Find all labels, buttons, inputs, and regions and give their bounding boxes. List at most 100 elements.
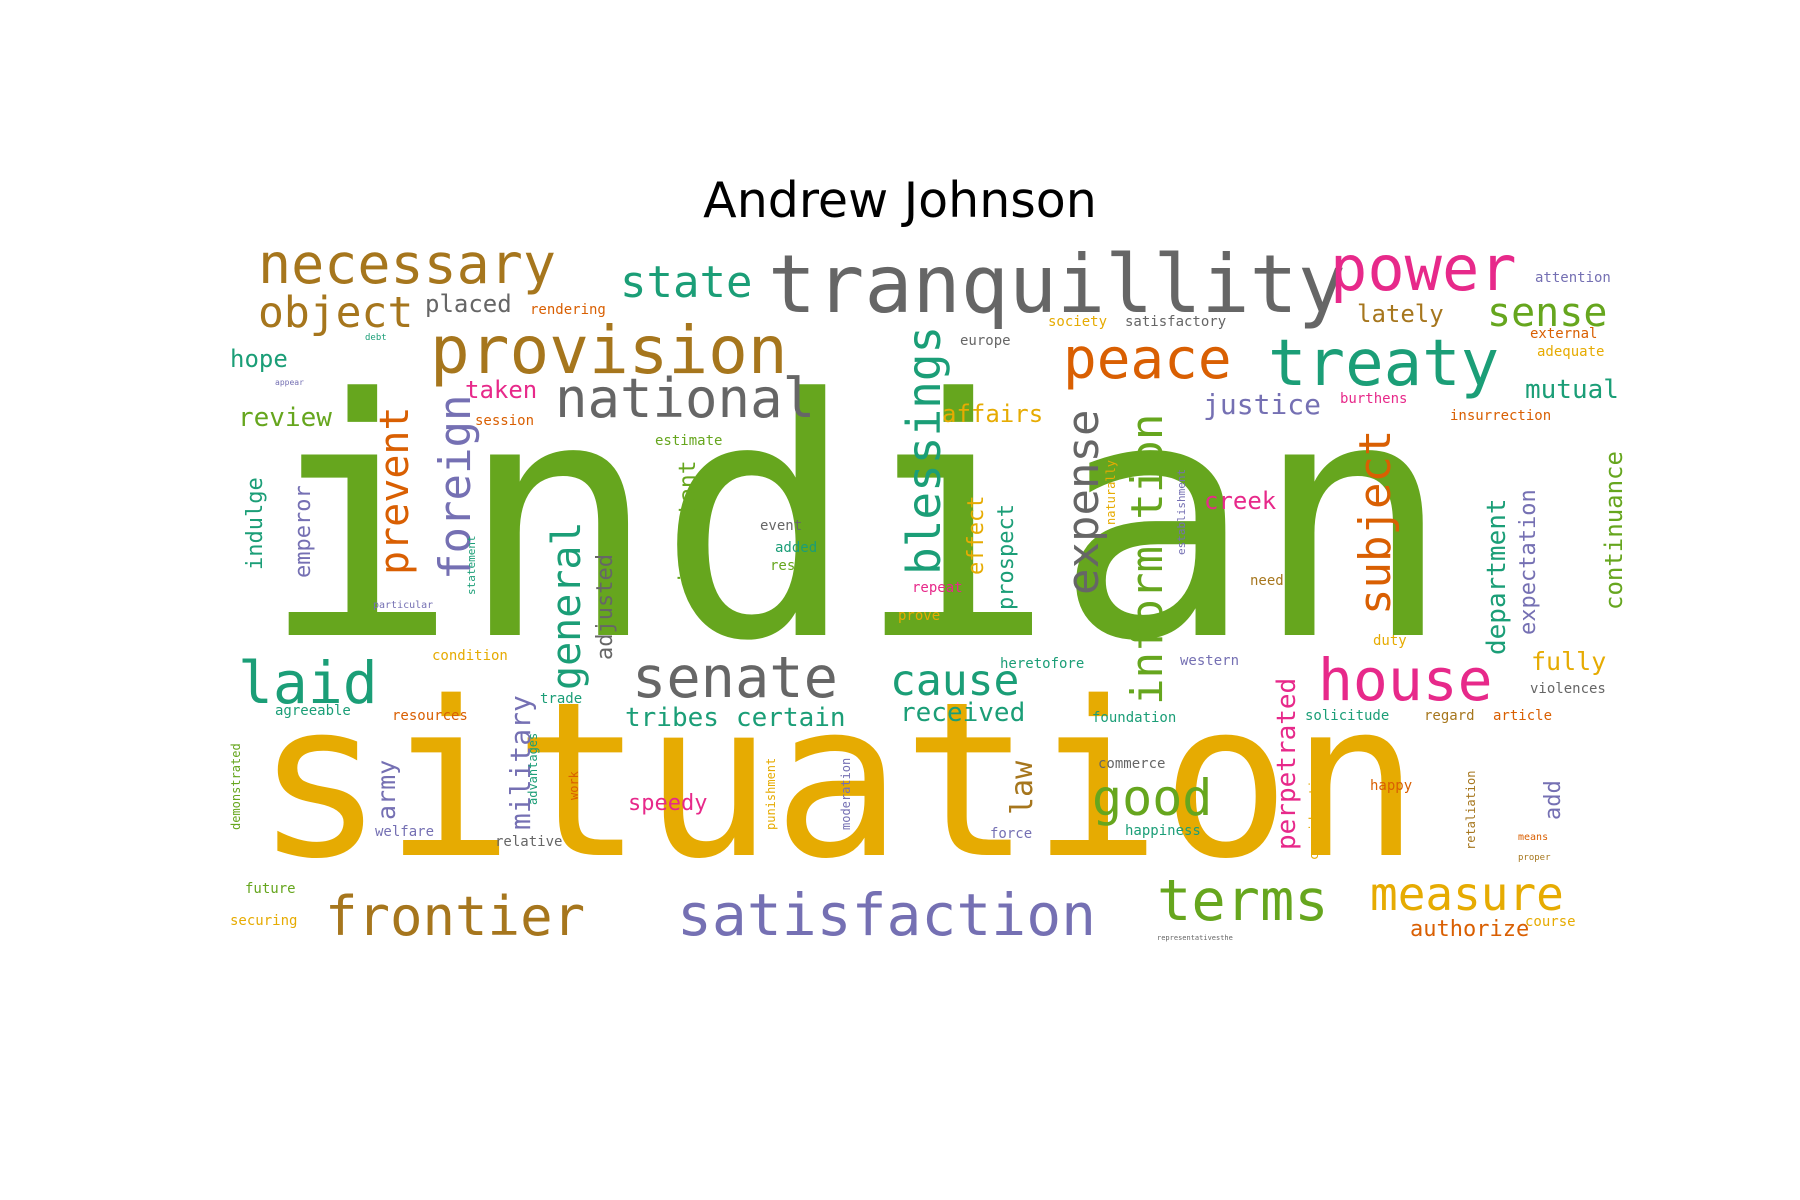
word-important: important — [675, 460, 701, 585]
word-expense: expense — [1058, 410, 1109, 595]
word-session: session — [475, 413, 534, 429]
word-treaty: treaty — [1268, 327, 1499, 401]
figure-title: Andrew Johnson — [703, 172, 1097, 229]
word-violences: violences — [1530, 681, 1606, 697]
word-work: work — [567, 770, 581, 800]
word-lately: lately — [1357, 300, 1444, 328]
word-satisfaction: satisfaction — [677, 881, 1096, 949]
word-duty: duty — [1373, 633, 1407, 649]
word-good: good — [1092, 769, 1212, 827]
word-military: military — [504, 695, 537, 830]
word-speedy: speedy — [628, 791, 707, 816]
word-representativesthe: representativesthe — [1157, 934, 1233, 942]
word-subject: subject — [1350, 430, 1401, 615]
word-added: added — [775, 540, 817, 556]
word-necessary: necessary — [258, 232, 556, 296]
word-prospect: prospect — [994, 504, 1019, 610]
word-creek: creek — [1204, 487, 1277, 515]
word-taken: taken — [465, 376, 537, 404]
word-tribes: tribes — [625, 703, 719, 733]
word-need: need — [1250, 573, 1284, 589]
word-welfare: welfare — [375, 824, 434, 840]
word-adequate: adequate — [1537, 344, 1604, 360]
word-cause: cause — [890, 656, 1019, 706]
word-national: national — [555, 367, 815, 430]
word-punishment: punishment — [764, 758, 778, 830]
word-statement: statement — [465, 535, 478, 595]
word-provision: provision — [430, 312, 788, 389]
word-proper: proper — [1518, 853, 1551, 863]
word-terms: terms — [1157, 868, 1329, 934]
word-attention: attention — [1535, 270, 1611, 286]
word-society: society — [1048, 314, 1107, 330]
word-laid: laid — [238, 649, 378, 717]
word-event: event — [760, 518, 802, 534]
word-frontier: frontier — [325, 885, 585, 948]
word-placed: placed — [425, 290, 512, 318]
word-means: means — [1518, 832, 1548, 843]
word-trade: trade — [540, 691, 582, 707]
word-army: army — [372, 760, 401, 820]
word-heretofore: heretofore — [1000, 656, 1084, 672]
word-indulge: indulge — [243, 477, 268, 570]
word-future: future — [245, 881, 296, 897]
word-continuance: continuance — [1600, 451, 1628, 610]
word-tranquillity: tranquillity — [768, 238, 1346, 331]
word-repeat: repeat — [912, 580, 963, 596]
word-expectation: expectation — [1516, 489, 1541, 635]
word-house: house — [1318, 646, 1493, 714]
word-estimate: estimate — [655, 433, 722, 449]
word-prove: prove — [898, 608, 940, 624]
word-advantages: advantages — [526, 733, 540, 805]
word-prevent: prevent — [372, 406, 418, 575]
word-adjusted: adjusted — [593, 554, 618, 660]
word-certain: certain — [736, 703, 846, 733]
word-law: law — [1005, 760, 1040, 815]
word-senate: senate — [632, 645, 838, 711]
word-effect: effect — [964, 496, 989, 575]
word-department: department — [1482, 498, 1512, 655]
word-insurrection: insurrection — [1450, 408, 1551, 424]
word-state: state — [620, 257, 752, 308]
word-perpetrated: perpetrated — [1272, 678, 1302, 850]
word-justice: justice — [1203, 388, 1321, 421]
word-western: western — [1180, 653, 1239, 669]
word-fully: fully — [1531, 647, 1606, 676]
word-mutual: mutual — [1525, 375, 1619, 405]
word-europe: europe — [960, 333, 1011, 349]
word-situation: situation — [255, 655, 1420, 906]
word-resources: resources — [392, 708, 468, 724]
word-general: general — [544, 521, 590, 690]
word-foundation: foundation — [1092, 710, 1176, 726]
word-naturally: naturally — [1104, 460, 1118, 525]
word-sense: sense — [1487, 290, 1607, 336]
word-force: force — [990, 826, 1032, 842]
word-object: object — [258, 288, 413, 338]
word-condition: condition — [432, 648, 508, 664]
word-hope: hope — [230, 345, 288, 373]
word-appear: appear — [275, 378, 304, 387]
word-debt: debt — [365, 333, 387, 343]
word-happy: happy — [1370, 778, 1412, 794]
word-add: add — [1541, 780, 1566, 820]
word-commerce: commerce — [1098, 756, 1165, 772]
word-solicitude: solicitude — [1305, 708, 1389, 724]
word-result: result — [770, 558, 821, 574]
word-consideration: consideration — [1307, 766, 1321, 860]
word-retaliation: retaliation — [1464, 771, 1478, 850]
word-foreign: foreign — [430, 395, 481, 580]
word-satisfactory: satisfactory — [1125, 314, 1226, 330]
word-received: received — [900, 698, 1025, 728]
word-regard: regard — [1424, 708, 1475, 724]
word-information: information — [1122, 414, 1173, 705]
word-agreeable: agreeable — [275, 703, 351, 719]
word-particular: particular — [373, 600, 433, 611]
word-review: review — [238, 403, 332, 433]
word-establishment: establishment — [1175, 469, 1188, 555]
word-moderation: moderation — [839, 758, 853, 830]
word-burthens: burthens — [1340, 391, 1407, 407]
word-blessings: blessings — [897, 326, 951, 575]
word-peace: peace — [1063, 327, 1232, 392]
